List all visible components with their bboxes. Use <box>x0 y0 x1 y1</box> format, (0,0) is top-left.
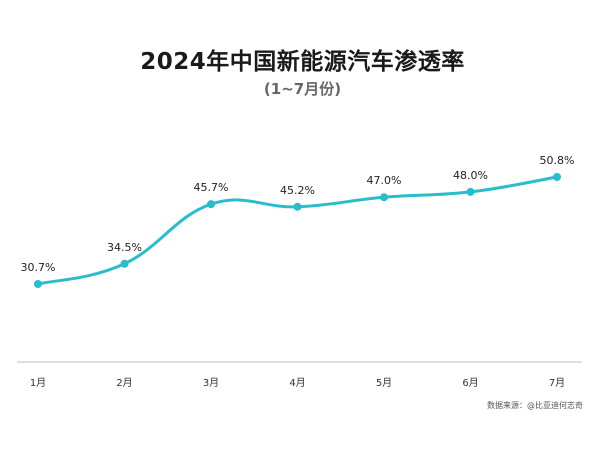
data-labels: 30.7% 34.5% 45.7% 45.2% 47.0% 48.0% 50.8% <box>21 154 575 274</box>
data-points <box>34 173 561 288</box>
data-label: 47.0% <box>367 174 402 187</box>
data-point <box>466 187 475 196</box>
x-tick-label: 6月 <box>462 377 478 389</box>
data-label: 34.5% <box>107 241 142 254</box>
data-source-note: 数据来源：@比亚迪何志奇 <box>487 401 583 410</box>
x-tick-labels: 1月 2月 3月 4月 5月 6月 7月 <box>30 377 565 389</box>
data-point <box>34 280 42 288</box>
x-tick-label: 1月 <box>30 377 46 389</box>
data-label: 45.2% <box>280 184 315 197</box>
x-tick-label: 4月 <box>289 377 305 389</box>
chart-title: 2024年中国新能源汽车渗透率 <box>140 49 465 75</box>
x-tick-label: 2月 <box>116 377 132 389</box>
data-point <box>380 193 388 202</box>
data-point <box>293 202 302 211</box>
x-tick-label: 3月 <box>203 377 219 389</box>
data-label: 45.7% <box>194 181 229 194</box>
x-tick-label: 5月 <box>376 377 392 389</box>
chart-subtitle: (1~7月份) <box>263 80 342 98</box>
data-label: 48.0% <box>453 169 488 182</box>
data-point <box>120 259 129 268</box>
x-tick-label: 7月 <box>549 377 565 389</box>
data-point <box>553 173 561 181</box>
data-point <box>207 200 215 209</box>
data-label: 50.8% <box>540 154 575 167</box>
data-label: 30.7% <box>21 261 56 274</box>
